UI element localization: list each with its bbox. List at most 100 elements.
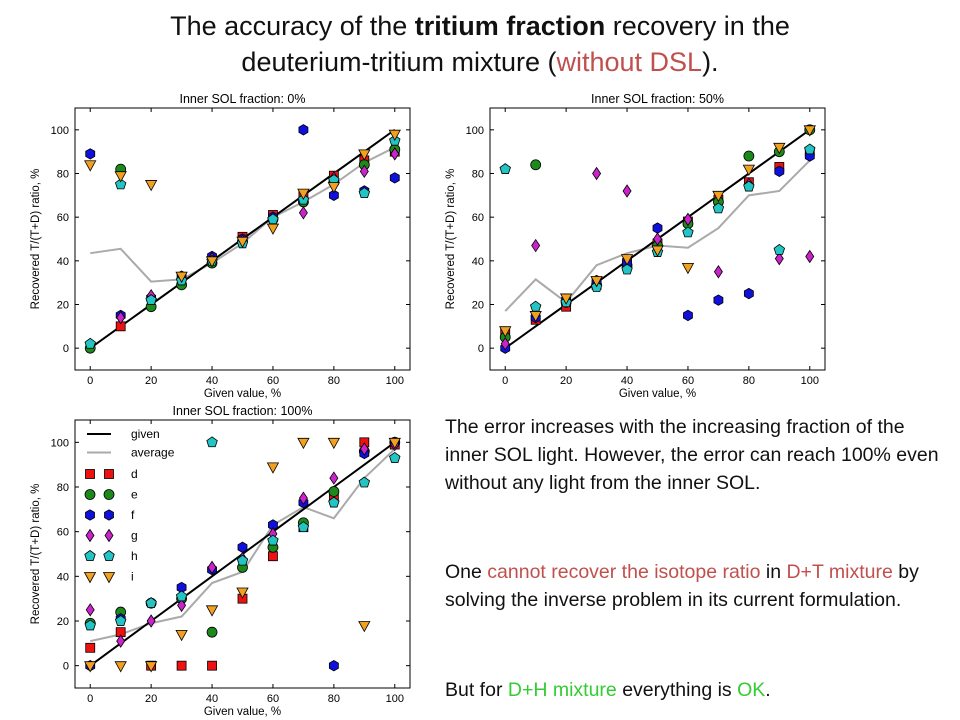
series-i	[499, 125, 816, 338]
data-point-g	[774, 251, 784, 266]
legend-label: average	[131, 446, 175, 460]
data-point-i	[297, 188, 310, 200]
data-point-d	[85, 642, 96, 653]
data-point-h	[712, 202, 725, 214]
x-tick-label: 40	[621, 375, 633, 387]
data-point-i	[144, 180, 158, 192]
x-axis-label: Given value, %	[204, 706, 281, 718]
title-text: recovery in the	[605, 11, 790, 41]
data-point-h	[804, 143, 816, 155]
y-tick-label: 0	[478, 343, 484, 355]
data-point-g	[500, 337, 510, 351]
chart-title: Inner SOL fraction: 100%	[173, 404, 313, 418]
data-point-f	[713, 294, 724, 306]
data-point-g	[329, 471, 339, 485]
data-point-i	[84, 661, 97, 673]
data-point-f	[85, 148, 96, 160]
series-i	[84, 437, 401, 673]
data-point-i	[205, 605, 219, 617]
data-point-d	[207, 660, 217, 671]
data-point-i	[114, 171, 127, 183]
y-tick-label: 20	[57, 616, 69, 628]
legend-label: d	[131, 467, 138, 481]
data-point-g	[116, 634, 126, 648]
data-point-g	[359, 164, 369, 179]
data-point-i	[144, 661, 158, 673]
y-axis-label: Recovered T/(T+D) ratio, %	[30, 169, 42, 310]
data-point-g	[85, 603, 95, 617]
paragraph-text: But for	[445, 679, 508, 701]
y-tick-label: 60	[57, 527, 69, 539]
x-tick-label: 100	[386, 693, 404, 705]
x-axis-label: Given value, %	[619, 388, 696, 400]
data-point-g	[622, 184, 632, 198]
data-point-g	[390, 147, 400, 161]
legend-label: i	[131, 570, 134, 584]
data-point-i	[236, 236, 249, 249]
data-point-i	[529, 311, 542, 323]
data-point-i	[803, 125, 816, 137]
x-tick-label: 40	[206, 375, 218, 387]
data-point-f	[774, 165, 785, 177]
y-tick-label: 40	[472, 256, 484, 268]
data-point-h	[743, 180, 755, 192]
data-point-i	[388, 437, 401, 450]
paragraph-text: The error increases with the increasing …	[445, 416, 939, 494]
data-point-h	[114, 615, 127, 626]
data-point-g	[805, 249, 815, 264]
data-point-i	[358, 621, 371, 633]
y-tick-label: 80	[472, 169, 484, 181]
data-point-i	[84, 160, 97, 172]
data-point-f	[683, 309, 693, 322]
data-point-i	[175, 629, 188, 642]
legend-label: h	[131, 549, 138, 563]
y-tick-label: 20	[472, 300, 484, 312]
paragraph-dh: But for D+H mixture everything is OK.	[445, 676, 945, 704]
title-line-1: The accuracy of the tritium fraction rec…	[0, 8, 960, 44]
data-point-g	[116, 310, 126, 325]
chart-inner-sol-100: Inner SOL fraction: 100% 0 20 40 60 80 100 0 20 4…	[30, 404, 411, 718]
legend-marker-e	[103, 489, 115, 500]
y-tick-label: 20	[57, 300, 69, 312]
data-point-i	[742, 164, 756, 176]
slide-title: The accuracy of the tritium fraction rec…	[0, 8, 960, 80]
legend-marker-d	[85, 469, 95, 479]
highlight-text: D+H mixture	[507, 679, 617, 701]
data-point-i	[297, 437, 310, 450]
data-point-i	[388, 129, 401, 142]
legend-label: given	[131, 427, 160, 441]
title-text: The accuracy of the	[170, 11, 415, 41]
data-point-i	[327, 182, 341, 194]
x-tick-label: 80	[328, 375, 340, 387]
x-tick-label: 40	[206, 693, 218, 705]
y-tick-label: 60	[472, 212, 484, 224]
data-point-i	[114, 661, 127, 673]
data-point-g	[713, 265, 723, 279]
data-point-i	[266, 223, 280, 235]
x-tick-label: 60	[267, 375, 279, 387]
data-point-e	[743, 150, 755, 162]
chart-inner-sol-50: Inner SOL fraction: 50% 0 20 40 60 80 100 0 20 40…	[445, 92, 826, 400]
x-tick-label: 0	[87, 693, 93, 705]
data-point-h	[328, 496, 340, 508]
legend-label: f	[131, 508, 135, 522]
title-text: deuterium-tritium mixture (	[241, 47, 557, 77]
legend-marker-g	[104, 528, 114, 543]
data-point-i	[205, 256, 219, 268]
x-tick-label: 20	[560, 375, 572, 387]
y-tick-label: 100	[51, 125, 69, 137]
paragraph-text: .	[765, 679, 771, 701]
data-point-g	[298, 491, 308, 505]
data-point-f	[743, 287, 754, 300]
x-tick-label: 80	[328, 693, 340, 705]
data-point-g	[298, 206, 308, 220]
data-point-i	[681, 262, 695, 275]
data-point-g	[359, 442, 369, 456]
paragraph-text: One	[445, 561, 488, 583]
data-point-h	[297, 521, 310, 533]
data-point-h	[145, 597, 157, 608]
data-point-h	[358, 476, 371, 488]
data-point-f	[389, 172, 400, 184]
x-tick-label: 20	[145, 693, 157, 705]
data-point-h	[145, 294, 157, 305]
